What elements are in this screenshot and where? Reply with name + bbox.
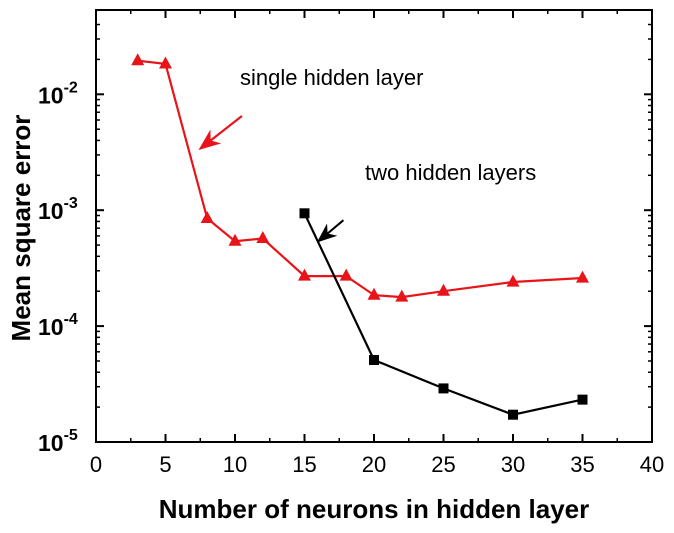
data-point-square — [508, 409, 518, 420]
annotation-arrow-two — [316, 219, 345, 243]
data-point-square — [577, 394, 588, 405]
data-point-triangle — [159, 56, 172, 69]
x-tick-label: 20 — [362, 452, 386, 477]
data-point-triangle — [367, 287, 381, 300]
x-tick-label: 25 — [431, 452, 455, 477]
data-point-triangle — [395, 289, 409, 302]
x-tick-label: 35 — [570, 452, 594, 477]
data-point-triangle — [228, 233, 242, 246]
data-point-triangle — [256, 231, 270, 244]
annotation-arrow-single — [198, 115, 243, 150]
annotation-single-hidden-layer: single hidden layer — [240, 65, 423, 90]
x-tick-label: 0 — [90, 452, 102, 477]
y-axis-ticks: 10-5 10-4 10-3 10-2 — [38, 23, 652, 456]
data-point-square — [299, 208, 310, 219]
y-tick-label: 10-3 — [38, 195, 78, 224]
data-point-triangle — [200, 210, 214, 223]
x-tick-label: 10 — [223, 452, 247, 477]
y-axis-title: Mean square error — [6, 115, 36, 342]
series-line-1 — [137, 59, 583, 299]
data-point-triangle — [339, 268, 353, 281]
y-tick-label: 10-2 — [38, 79, 78, 108]
x-tick-label: 5 — [159, 452, 171, 477]
y-tick-label: 10-4 — [38, 311, 78, 340]
data-point-triangle — [576, 270, 589, 283]
y-tick-label: 10-5 — [38, 427, 78, 456]
data-point-triangle — [437, 283, 450, 296]
x-tick-label: 40 — [640, 452, 664, 477]
data-point-triangle — [506, 274, 520, 287]
x-tick-label: 30 — [501, 452, 525, 477]
annotation-layer: single hidden layer two hidden layers — [198, 65, 536, 243]
series-layer — [131, 53, 589, 420]
annotation-two-hidden-layers: two hidden layers — [365, 160, 536, 185]
data-point-triangle — [298, 268, 311, 281]
data-point-square — [369, 354, 379, 365]
x-axis-title: Number of neurons in hidden layer — [159, 494, 590, 524]
data-point-triangle — [131, 53, 145, 66]
x-tick-label: 15 — [292, 452, 316, 477]
data-point-square — [438, 383, 449, 394]
x-axis-ticks: 0 5 10 15 20 25 30 35 40 — [90, 10, 664, 477]
